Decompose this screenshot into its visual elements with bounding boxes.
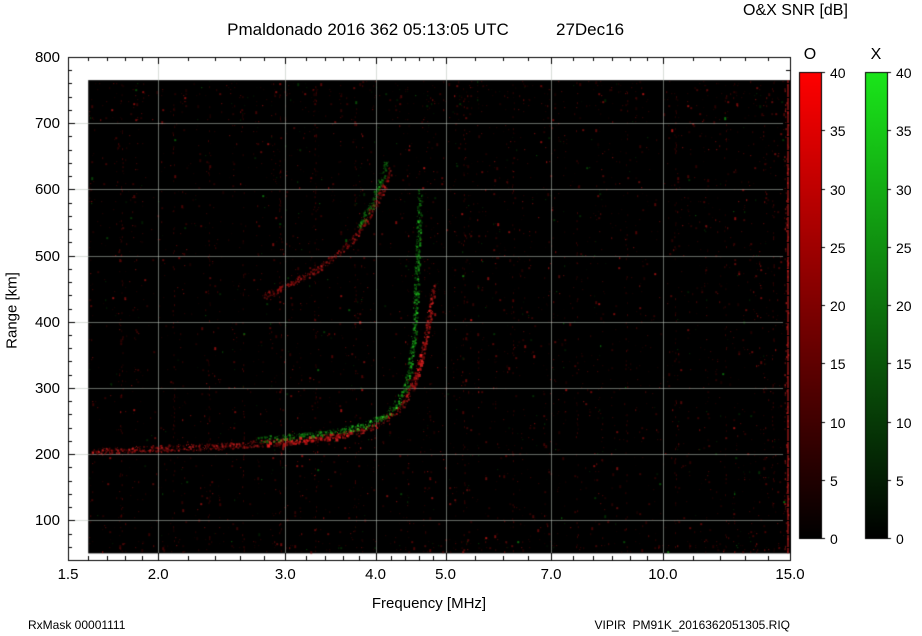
plot-title: Pmaldonado 2016 362 05:13:05 UTC (227, 20, 509, 39)
colorbar-title: O&X SNR [dB] (743, 2, 848, 19)
y-axis-label: Range [km] (3, 272, 21, 349)
rxmask-label: RxMask 00001111 (28, 618, 126, 632)
colorbar-x-label: X (870, 46, 882, 63)
plot-date: 27Dec16 (556, 20, 625, 39)
colorbar-o-label: O (803, 46, 817, 63)
filename-label: VIPIR PM91K_2016362051305.RIQ (594, 618, 790, 632)
x-axis-label: Frequency [MHz] (371, 595, 487, 612)
